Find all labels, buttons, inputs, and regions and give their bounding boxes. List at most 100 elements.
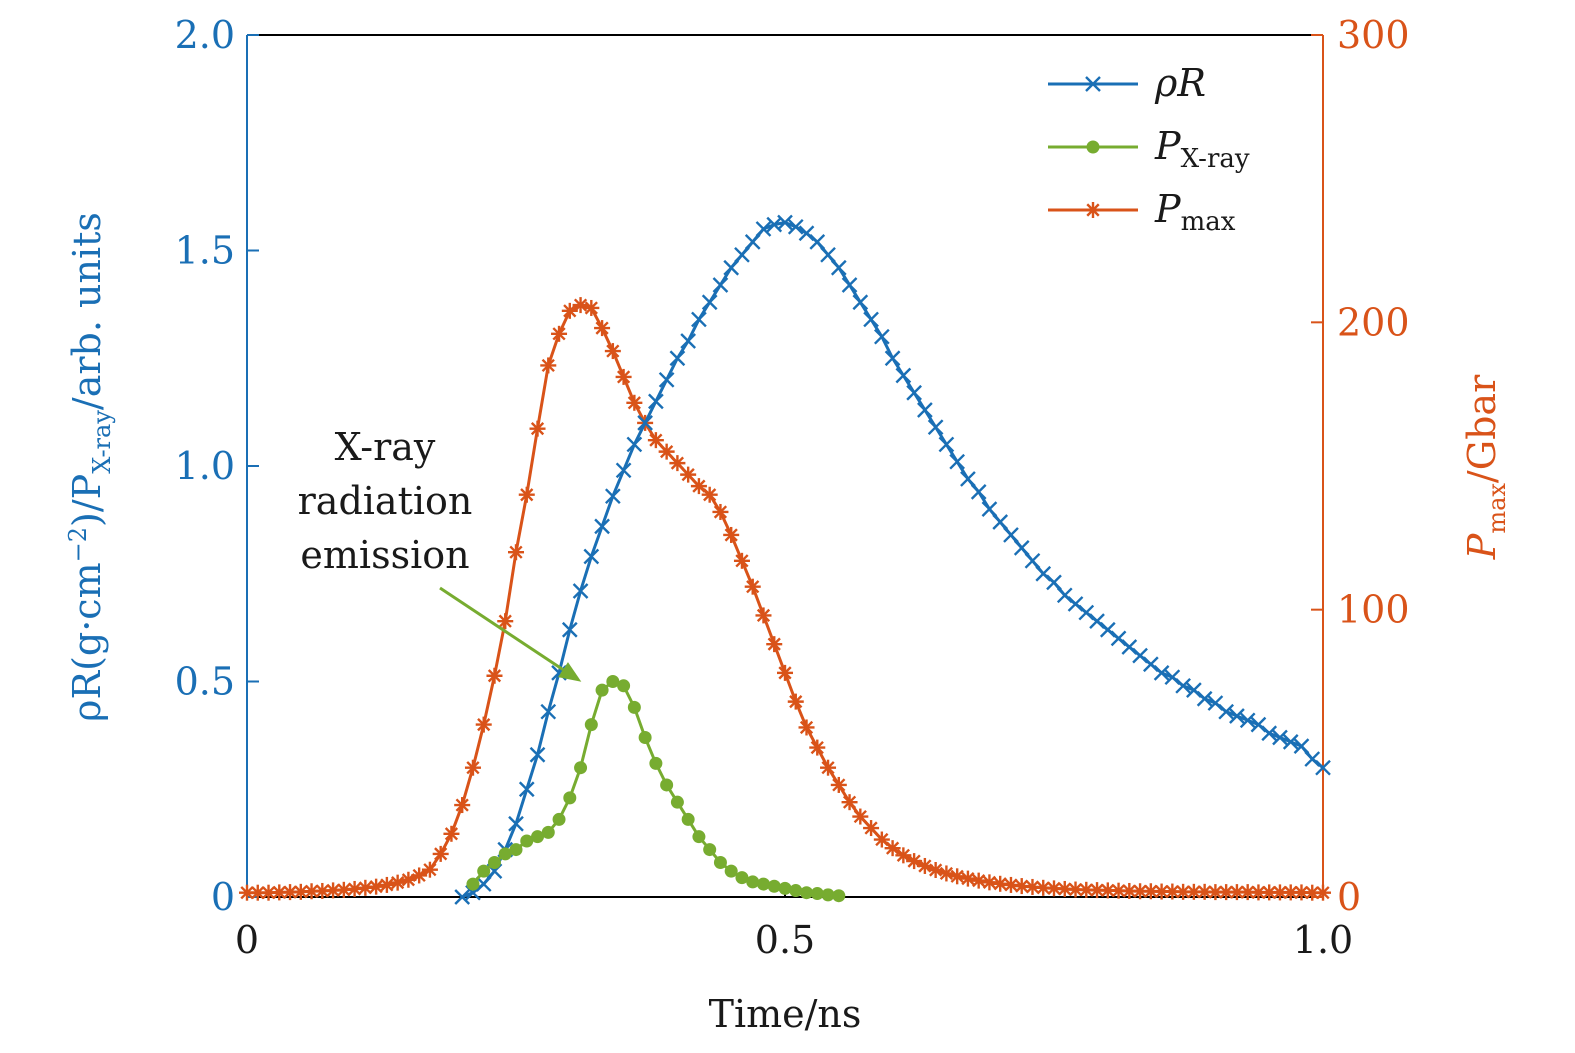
marker-dot: [735, 871, 749, 885]
marker-stroke: [832, 778, 846, 792]
data-point-rhoR: [508, 815, 524, 832]
marker-stroke: [1316, 886, 1330, 900]
marker-dot: [789, 884, 803, 898]
right-y-tick-label: 100: [1337, 588, 1410, 632]
marker-stroke: [724, 528, 738, 542]
marker-stroke: [842, 795, 857, 809]
left-y-axis-ticks: 0 0.5 1.0 1.5 2.0: [175, 13, 259, 919]
legend-item-xray: PX-ray: [1048, 124, 1250, 174]
data-point-pmax: [669, 455, 686, 472]
marker-stroke: [649, 433, 663, 447]
data-point-rhoR: [658, 371, 675, 388]
data-point-rhoR: [970, 484, 987, 500]
data-point-rhoR: [960, 471, 976, 487]
data-point-xray: [466, 877, 480, 891]
ylabel-left-sup: −2: [64, 527, 92, 562]
marker-stroke: [972, 874, 986, 888]
legend-label-pmax-sub: max: [1181, 207, 1236, 237]
marker-stroke: [251, 886, 265, 900]
marker-stroke: [981, 501, 998, 517]
marker-stroke: [540, 703, 557, 720]
marker-stroke: [487, 669, 502, 683]
data-point-xray: [821, 888, 835, 902]
marker-stroke: [670, 456, 685, 470]
marker-stroke: [520, 488, 534, 502]
marker-stroke: [669, 350, 686, 367]
data-point-xray: [563, 791, 577, 805]
marker-stroke: [1304, 751, 1321, 767]
data-point-xray: [520, 834, 534, 848]
marker-dot: [487, 856, 501, 870]
data-point-rhoR: [691, 311, 707, 328]
marker-stroke: [961, 872, 975, 886]
legend-label-xray: PX-ray: [1154, 124, 1250, 174]
data-point-rhoR: [917, 402, 933, 418]
marker-stroke: [723, 259, 740, 276]
marker-stroke: [863, 311, 879, 328]
data-point-pmax: [777, 664, 793, 681]
data-point-rhoR: [777, 214, 793, 231]
right-y-axis-label: Pmax/Gbar: [1460, 374, 1511, 560]
marker-stroke: [529, 746, 546, 763]
data-point-pmax: [378, 876, 395, 893]
data-point-pmax: [766, 636, 783, 653]
data-point-rhoR: [992, 514, 1009, 530]
marker-stroke: [1133, 884, 1147, 898]
marker-stroke: [477, 717, 491, 732]
marker-stroke: [1293, 738, 1310, 754]
marker-stroke: [423, 863, 437, 877]
marker-dot: [606, 675, 620, 688]
marker-stroke: [1144, 884, 1158, 898]
data-point-rhoR: [1153, 665, 1170, 681]
data-point-pmax: [938, 865, 955, 882]
marker-stroke: [508, 815, 524, 832]
data-point-pmax: [486, 667, 503, 684]
data-point-pmax: [884, 840, 901, 857]
data-point-pmax: [841, 794, 858, 811]
marker-stroke: [1056, 587, 1073, 604]
data-point-rhoR: [615, 462, 632, 479]
data-point-xray: [692, 830, 706, 844]
data-point-rhoR: [981, 501, 998, 517]
marker-stroke: [734, 246, 750, 263]
data-point-pmax: [744, 578, 761, 595]
marker-stroke: [627, 396, 641, 410]
legend-label-rhoR: ρR: [1154, 61, 1206, 105]
data-point-rhoR: [1056, 587, 1073, 604]
marker-stroke: [369, 880, 383, 894]
annotation-line-3: emission: [300, 533, 469, 577]
marker-stroke: [1294, 885, 1309, 900]
annotation-line-2: radiation: [298, 479, 473, 523]
data-point-pmax: [335, 881, 352, 898]
data-point-rhoR: [1229, 708, 1245, 724]
data-point-rhoR: [594, 518, 610, 535]
data-point-xray: [713, 856, 727, 870]
data-point-xray: [810, 887, 824, 901]
legend-marker-rhoR: [1085, 76, 1101, 92]
data-point-xray: [660, 778, 674, 792]
data-point-rhoR: [1239, 712, 1256, 729]
marker-stroke: [1282, 733, 1299, 750]
data-point-rhoR: [1132, 647, 1148, 664]
data-point-rhoR: [755, 221, 772, 237]
marker-stroke: [787, 218, 804, 235]
marker-stroke: [412, 868, 426, 883]
data-point-pmax: [970, 872, 987, 889]
marker-stroke: [518, 781, 535, 798]
data-point-rhoR: [938, 436, 955, 453]
marker-stroke: [1176, 885, 1190, 899]
data-point-rhoR: [712, 277, 729, 293]
marker-stroke: [1046, 574, 1062, 591]
data-point-xray: [767, 879, 781, 893]
marker-stroke: [475, 876, 492, 892]
data-point-pmax: [529, 420, 546, 437]
marker-dot: [509, 843, 523, 857]
ylabel-right-base: P: [1460, 532, 1504, 560]
data-point-pmax: [475, 716, 492, 733]
marker-stroke: [681, 468, 695, 482]
marker-stroke: [1154, 884, 1169, 899]
marker-stroke: [1284, 885, 1298, 900]
marker-stroke: [583, 548, 600, 565]
data-point-rhoR: [454, 889, 471, 905]
